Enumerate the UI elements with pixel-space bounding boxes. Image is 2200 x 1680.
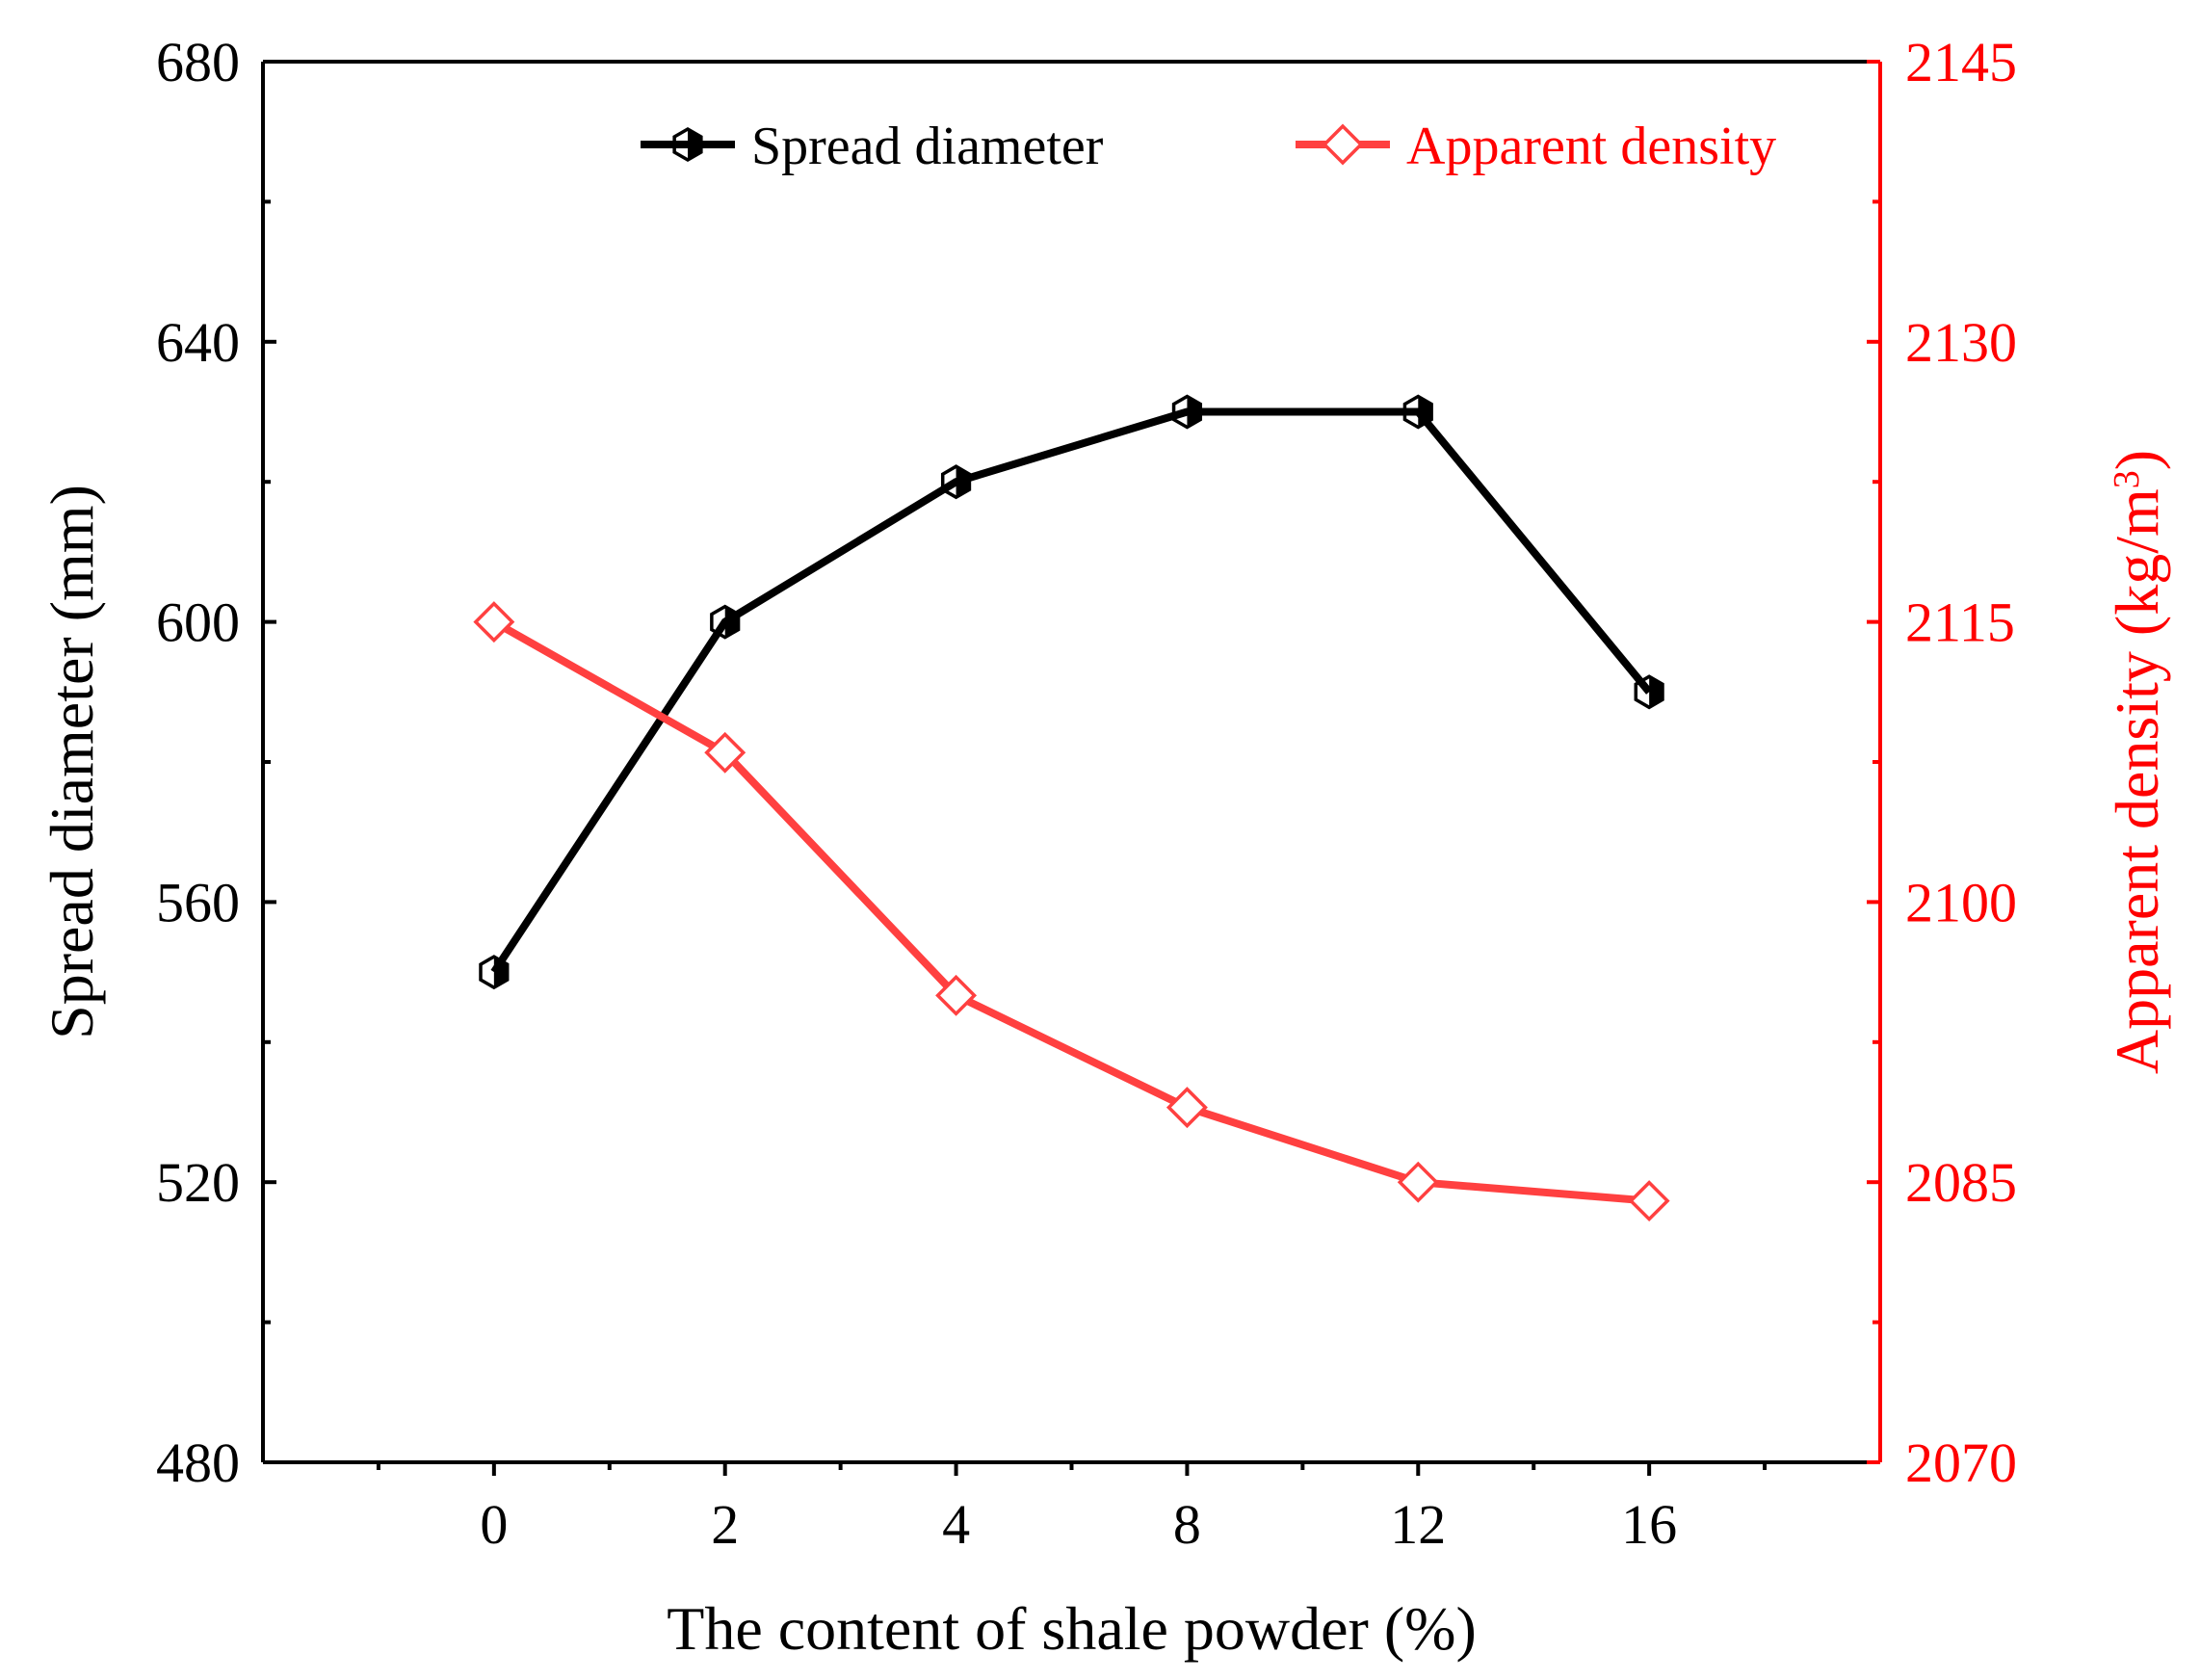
data-point-spread-diameter [1634,674,1664,710]
data-point-apparent-density [1397,1161,1439,1203]
y-left-axis-title: Spread diameter (mm) [38,485,106,1039]
x-tick-label: 2 [711,1493,739,1556]
data-point-spread-diameter [1402,394,1433,430]
y-right-axis-title: Apparent density (kg/m3) [2103,450,2171,1074]
y-right-tick-label: 2070 [1905,1431,2017,1494]
data-point-apparent-density [1628,1180,1670,1222]
legend-label: Spread diameter [751,117,1104,176]
y-left-tick-label: 600 [156,591,240,654]
y-right-tick-label: 2085 [1905,1151,2017,1214]
y-right-tick-label: 2145 [1905,31,2017,93]
data-point-apparent-density [704,731,746,774]
x-tick-label: 8 [1173,1493,1201,1556]
data-point-spread-diameter [710,604,741,640]
series-spread-diameter [479,394,1664,990]
legend-entry: Apparent density [1296,117,1776,176]
data-point-spread-diameter [1171,394,1203,430]
data-point-spread-diameter [479,955,510,990]
y-left-tick-label: 480 [156,1431,240,1494]
x-axis-title: The content of shale powder (%) [667,1594,1477,1663]
data-point-spread-diameter [672,126,703,163]
marker-outline [672,126,703,163]
series-layer [473,394,1670,1222]
y-right-tick-label: 2115 [1905,591,2015,654]
marker-outline [1634,674,1664,710]
x-tick-label: 16 [1621,1493,1677,1556]
y-left-tick-label: 560 [156,871,240,933]
y-left-tick-label: 640 [156,311,240,374]
marker-outline [940,464,972,500]
y-right-tick-label: 2100 [1905,871,2017,933]
legend: Spread diameter Apparent density [641,117,1776,176]
data-point-apparent-density [473,601,515,643]
marker-outline [479,955,510,990]
legend-entry: Spread diameter [641,117,1104,176]
marker-outline [1402,394,1433,430]
data-point-apparent-density [935,974,978,1016]
marker-outline [1171,394,1203,430]
y-right-tick-label: 2130 [1905,311,2017,374]
series-apparent-density [473,601,1670,1222]
marker-outline [710,604,741,640]
y-right-axis-title-close: ) [2103,450,2171,470]
legend-label: Apparent density [1406,117,1776,176]
data-point-apparent-density [1322,123,1364,166]
series-line [491,618,1650,1205]
axes-layer: 4805205606006406802070208521002115213021… [156,31,2017,1556]
data-point-spread-diameter [940,464,972,500]
y-right-axis-title-main: Apparent density (kg/m [2103,488,2171,1074]
series-line [490,407,1653,975]
data-point-apparent-density [1165,1087,1208,1129]
x-tick-label: 12 [1390,1493,1446,1556]
x-tick-label: 0 [480,1493,508,1556]
y-left-tick-label: 520 [156,1151,240,1214]
x-tick-label: 4 [942,1493,970,1556]
y-left-tick-label: 680 [156,31,240,93]
y-right-axis-title-superscript: 3 [2107,470,2147,488]
